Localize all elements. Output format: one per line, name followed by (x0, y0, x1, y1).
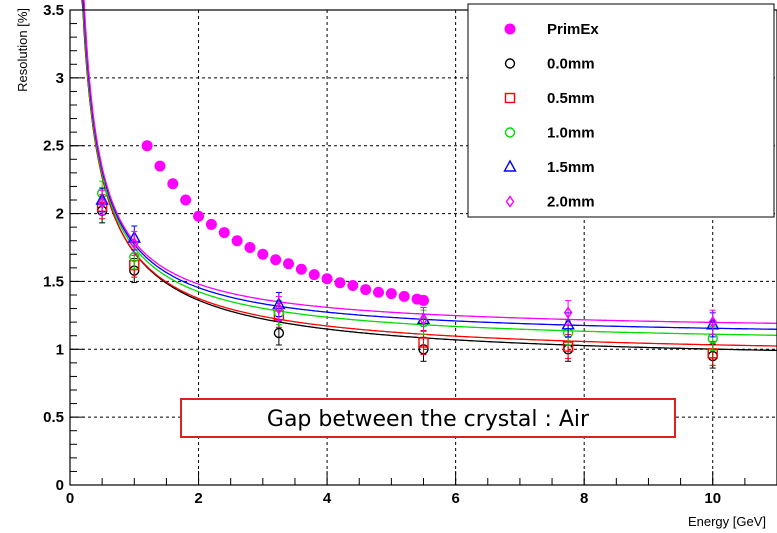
legend-label: 0.5mm (547, 90, 595, 107)
data-point (231, 235, 243, 247)
y-tick-label: 2.5 (43, 138, 64, 155)
legend-marker (504, 127, 516, 138)
data-point (561, 317, 575, 330)
data-point (419, 313, 428, 326)
data-point (205, 218, 217, 230)
data-point (321, 273, 333, 285)
data-point (129, 237, 139, 250)
data-point (334, 277, 346, 289)
data-point (244, 242, 256, 253)
legend-marker (503, 159, 517, 172)
data-point (418, 337, 429, 348)
legend-marker (504, 58, 516, 69)
data-point (218, 227, 230, 239)
legend-label: 1.0mm (547, 125, 595, 142)
data-point (257, 248, 269, 260)
legend-box (467, 3, 775, 218)
x-tick-label: 6 (451, 490, 459, 507)
legend-label: PrimEx (547, 21, 599, 38)
y-tick-label: 3.5 (43, 2, 64, 19)
data-point (193, 210, 205, 222)
legend-marker (504, 92, 516, 104)
data-point (563, 306, 573, 319)
axis-ticks (69, 9, 777, 486)
y-tick-label: 1.5 (43, 273, 64, 290)
y-axis-label: Resolution [%] (15, 8, 30, 92)
data-point (708, 315, 718, 329)
data-point (347, 280, 359, 291)
x-tick-label: 0 (66, 490, 74, 507)
y-tick-label: 1 (56, 341, 64, 358)
legend-label: 0.0mm (547, 56, 595, 73)
data-point (167, 178, 179, 190)
data-points (95, 140, 720, 369)
data-point (385, 288, 397, 300)
x-tick-label: 4 (323, 490, 332, 507)
legend-marker (505, 195, 515, 208)
legend: PrimEx 0.0mm 0.5mm 1.0mm 1.5mm 2.0mm (467, 3, 775, 218)
x-tick-label: 10 (704, 490, 721, 507)
data-point (308, 269, 320, 281)
data-point (97, 196, 107, 209)
data-point (273, 327, 285, 339)
annotation-text: Gap between the crystal : Air (267, 407, 590, 432)
data-point (360, 284, 372, 296)
data-point (270, 254, 282, 266)
data-point (141, 140, 153, 152)
x-tick-label: 8 (580, 490, 588, 507)
fit-curve (81, 0, 777, 347)
annotation-box (180, 398, 676, 438)
x-tick-label: 2 (194, 490, 202, 507)
data-point (398, 290, 410, 302)
data-point (180, 194, 192, 206)
data-point (295, 263, 307, 275)
annotation: Gap between the crystal : Air (180, 398, 676, 438)
data-point (154, 160, 166, 172)
data-point (283, 258, 295, 270)
data-point (274, 302, 284, 315)
x-axis-label: Energy [GeV] (688, 514, 766, 529)
y-tick-label: 2 (56, 206, 64, 223)
data-point (373, 286, 385, 298)
y-tick-label: 0 (56, 477, 64, 494)
y-tick-label: 3 (56, 70, 64, 87)
legend-label: 1.5mm (547, 159, 595, 176)
data-point (418, 294, 429, 306)
tick-labels: 0 2 4 6 8 10 0 0.5 1 1.5 2 2.5 3 3.5 (43, 2, 721, 507)
y-tick-label: 0.5 (43, 409, 64, 426)
fit-curve (83, 0, 777, 324)
legend-label: 2.0mm (547, 194, 595, 211)
legend-marker (504, 23, 516, 35)
